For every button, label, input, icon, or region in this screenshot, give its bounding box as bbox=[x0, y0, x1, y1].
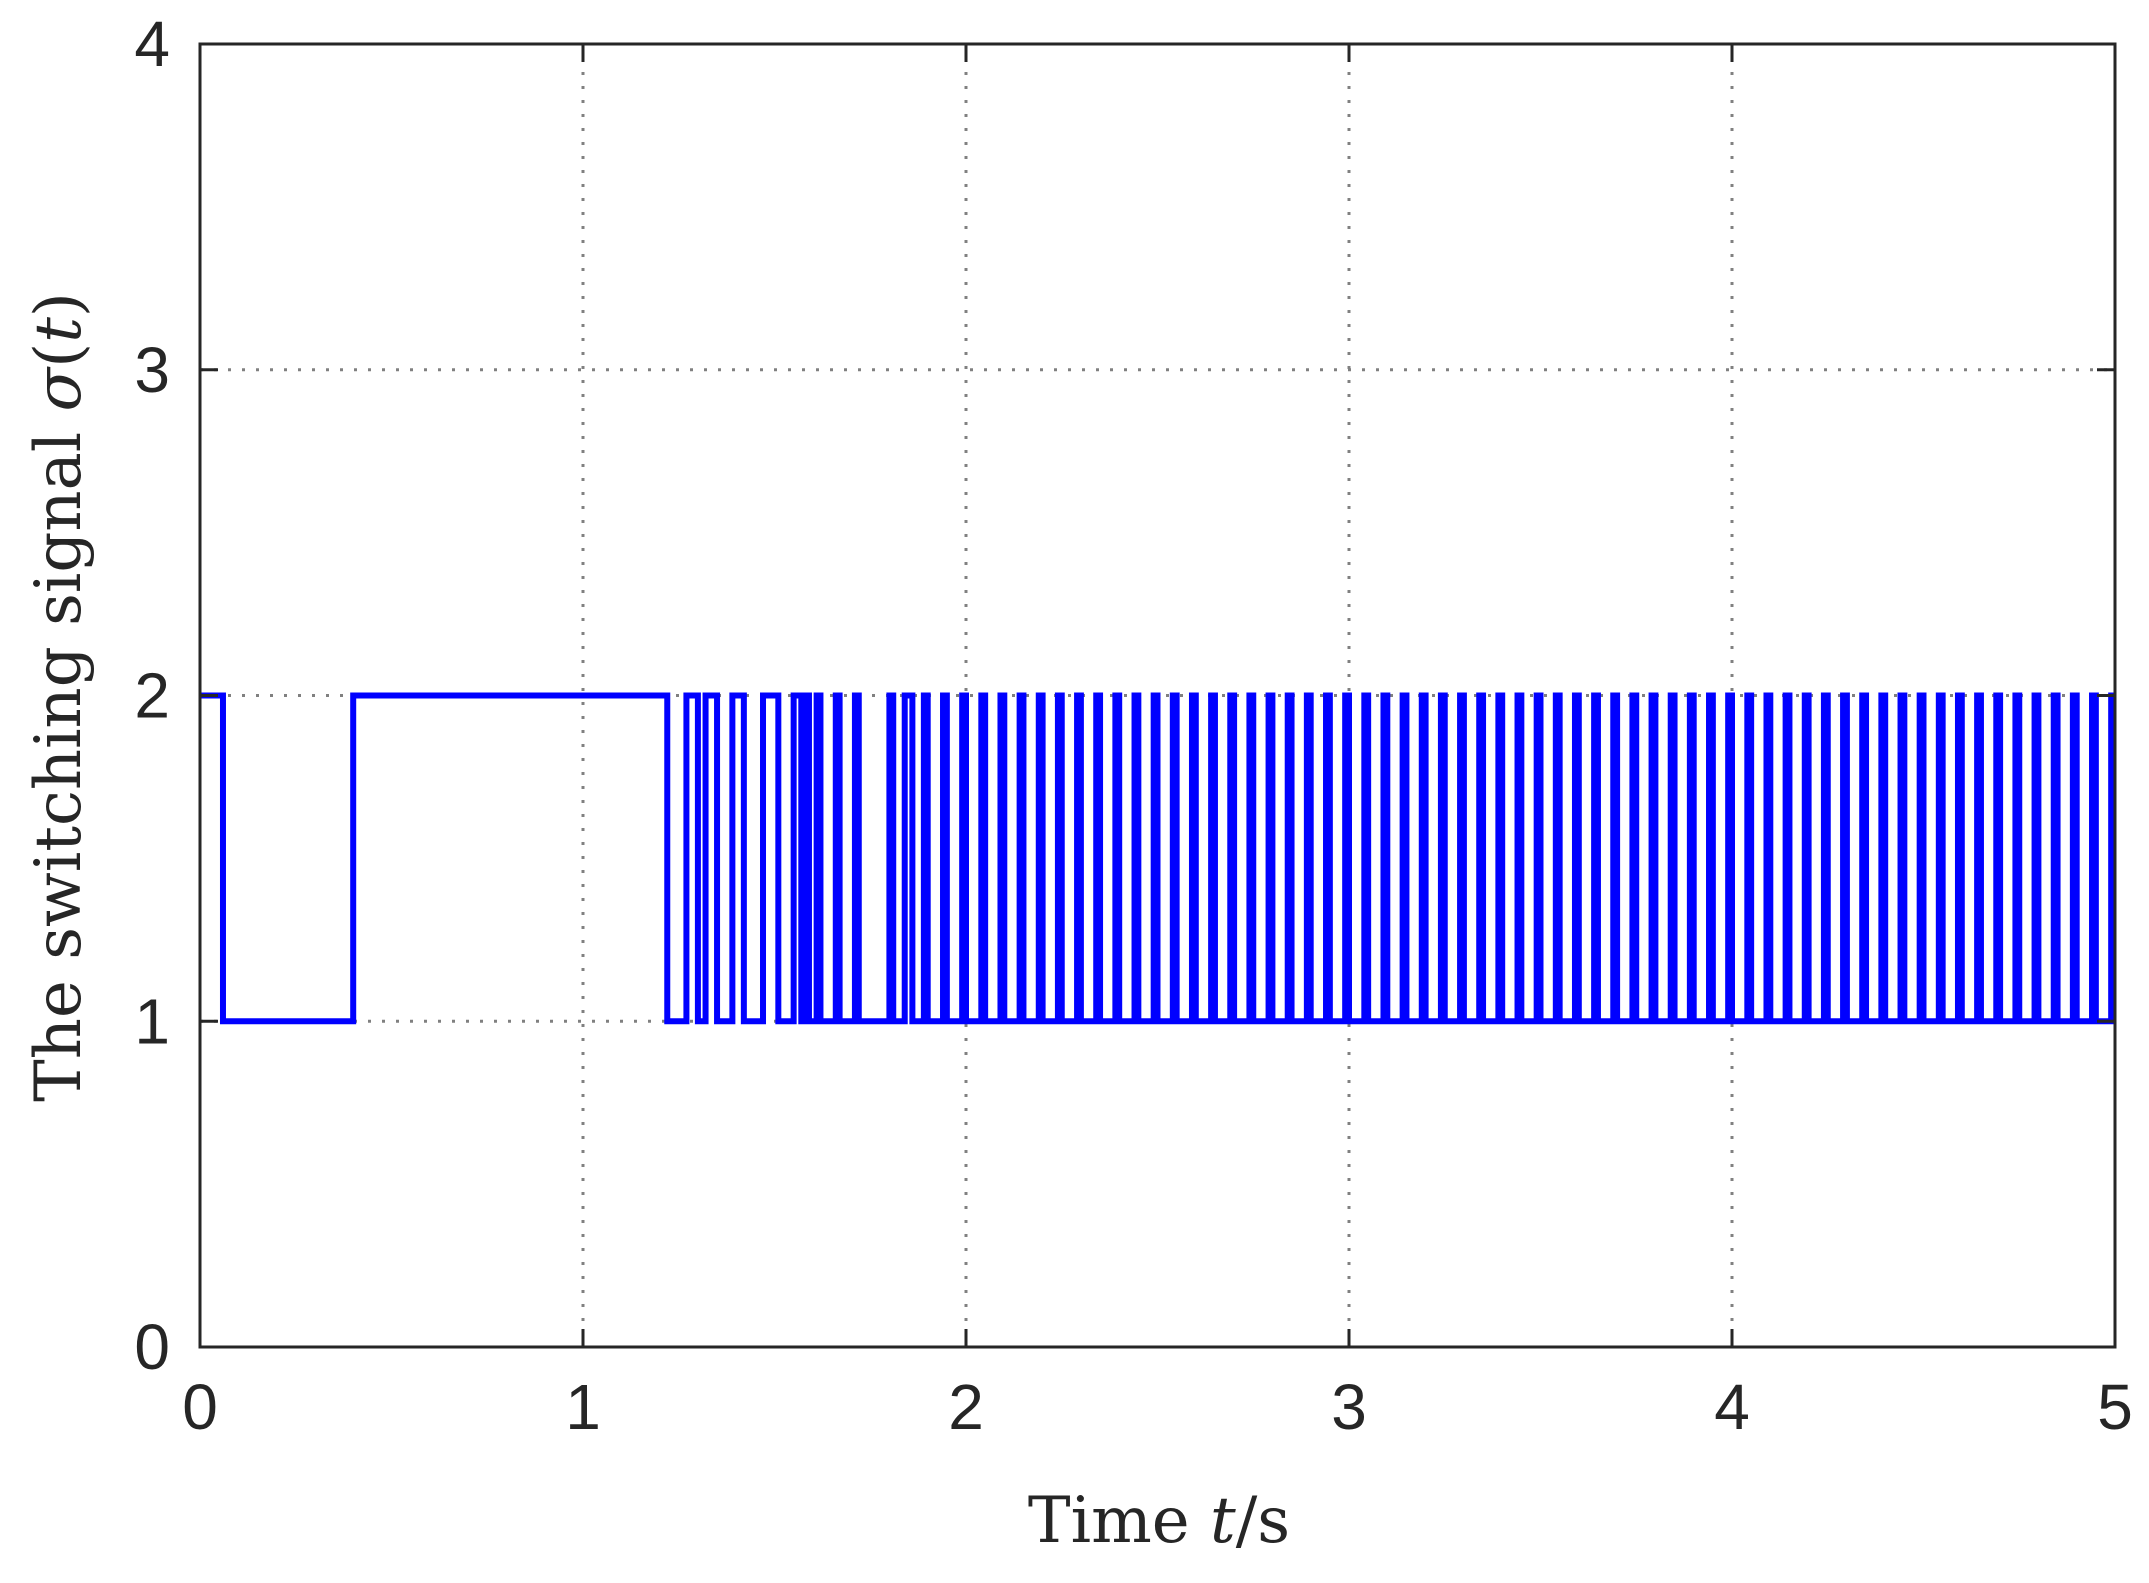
y-tick-labels: 0 1 2 3 4 bbox=[134, 8, 170, 1383]
x-tick-labels: 0 1 2 3 4 5 bbox=[182, 1371, 2133, 1443]
x-tick-label: 2 bbox=[948, 1371, 984, 1443]
x-tick-label: 1 bbox=[565, 1371, 601, 1443]
axis-ticks bbox=[198, 42, 2117, 1349]
x-tick-label: 0 bbox=[182, 1371, 218, 1443]
x-tick-label: 4 bbox=[1714, 1371, 1750, 1443]
switching-signal-line bbox=[200, 692, 2115, 1025]
x-tick-label: 3 bbox=[1331, 1371, 1367, 1443]
y-tick-label: 3 bbox=[134, 334, 170, 406]
x-axis-title: Time t/s bbox=[1028, 1484, 1290, 1558]
y-tick-label: 4 bbox=[134, 8, 170, 80]
x-tick-label: 5 bbox=[2097, 1371, 2133, 1443]
y-tick-label: 2 bbox=[134, 660, 170, 732]
y-tick-label: 1 bbox=[134, 985, 170, 1057]
y-tick-label: 0 bbox=[134, 1311, 170, 1383]
y-axis-title: The switching signal σ(t) bbox=[22, 292, 96, 1102]
